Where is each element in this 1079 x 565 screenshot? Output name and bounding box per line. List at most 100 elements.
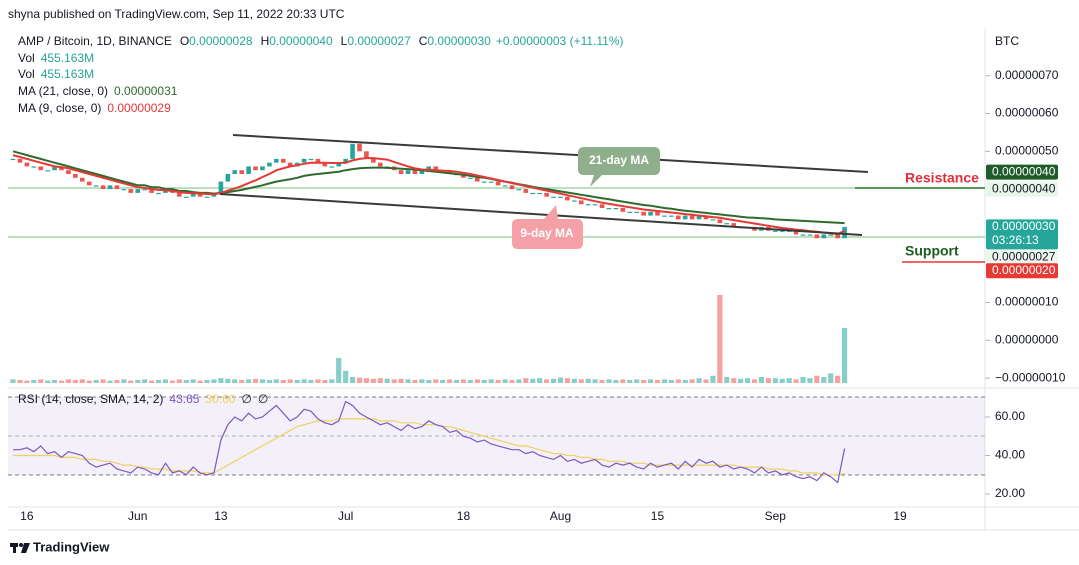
candle <box>731 223 737 227</box>
legend-value: 43.65 <box>169 392 199 406</box>
rsi-tick-label: 40.00 <box>995 448 1025 462</box>
candle <box>475 177 480 182</box>
candle <box>461 173 466 178</box>
candle <box>377 162 383 167</box>
callout-box <box>512 205 583 249</box>
volume-bar <box>696 378 702 383</box>
ma-line <box>12 150 845 225</box>
candle <box>842 226 847 239</box>
logo-part <box>19 543 23 547</box>
x-tick-label: 15 <box>651 509 665 523</box>
volume-bar <box>100 379 106 383</box>
candle <box>502 185 508 187</box>
candle <box>350 143 355 159</box>
volume-bar <box>453 379 460 383</box>
legend-row: AMP / Bitcoin, 1D, BINANCE O0.00000028 H0.… <box>18 34 624 48</box>
volume-bar <box>246 379 252 383</box>
candle <box>655 211 660 216</box>
volume-bar <box>17 379 23 383</box>
candle <box>100 185 106 190</box>
volume-bar <box>72 379 78 383</box>
price-tag <box>986 164 1058 180</box>
candle <box>10 158 16 161</box>
volume-bar <box>183 379 189 383</box>
candle <box>135 189 141 193</box>
volume-bar <box>294 379 300 383</box>
volume-bar <box>45 380 51 383</box>
volume-bar <box>689 379 695 383</box>
candle <box>710 219 716 221</box>
candle <box>364 151 369 159</box>
volume-bar <box>107 380 113 383</box>
volume-bar <box>786 378 792 383</box>
volume-bar <box>287 379 293 383</box>
volume-bar <box>391 379 397 383</box>
candle <box>634 211 639 213</box>
volume-bar <box>93 379 99 383</box>
candle <box>412 170 418 174</box>
volume-bar <box>349 376 356 383</box>
candle <box>793 230 799 235</box>
volume-bar <box>343 370 349 383</box>
currency-label: BTC <box>995 34 1019 48</box>
candle <box>572 200 577 202</box>
volume-bar <box>135 379 141 383</box>
x-tick-label: 16 <box>20 509 34 523</box>
candle <box>308 158 314 161</box>
volume-bar <box>814 375 820 383</box>
legend-key: C <box>419 34 428 48</box>
volume-bar <box>627 379 633 383</box>
candle <box>544 192 549 197</box>
candle <box>675 215 681 220</box>
candle <box>606 208 612 210</box>
rsi-tick-label: 60.00 <box>995 409 1025 423</box>
volume-bar <box>571 378 577 383</box>
candle <box>481 181 487 183</box>
candle <box>31 166 37 168</box>
volume-bar <box>530 378 536 383</box>
candle <box>93 185 99 187</box>
volume-bar <box>239 379 245 383</box>
volume-bar <box>502 379 508 383</box>
legend-value: 0.00000027 <box>347 34 411 48</box>
volume-bar <box>710 375 716 383</box>
candle <box>495 181 501 186</box>
candle <box>343 158 348 163</box>
legend-key: MA (21, close, 0) <box>18 84 108 98</box>
candle <box>551 196 556 198</box>
legend-symbol: AMP / Bitcoin, 1D, BINANCE <box>18 34 172 48</box>
candle <box>724 223 730 225</box>
candle <box>488 181 494 183</box>
candle <box>516 189 522 191</box>
legend-value: 0.00000040 <box>269 34 333 48</box>
candle <box>59 166 64 171</box>
volume-bar <box>474 379 480 383</box>
annotation-support: Support <box>905 243 959 259</box>
legend-value: 455.163M <box>41 67 94 81</box>
volume-bar <box>446 379 453 383</box>
candle <box>371 158 376 163</box>
volume-bar <box>142 379 148 383</box>
callout-text: 9-day MA <box>520 226 574 240</box>
legend-value: 0.00000030 <box>427 34 491 48</box>
volume-bar <box>744 378 751 383</box>
candle <box>24 162 30 167</box>
volume-bar <box>765 378 771 383</box>
rsi-sma-line <box>13 418 845 476</box>
volume-bar <box>322 379 328 383</box>
candle <box>703 215 709 220</box>
volume-bar <box>807 378 813 383</box>
ma-line <box>12 154 846 236</box>
volume-bar <box>280 379 286 383</box>
y-tick-label: −0.00000010 <box>995 370 1066 384</box>
volume-bar <box>606 379 612 383</box>
candle <box>565 196 570 201</box>
candle <box>405 170 411 174</box>
volume-bar <box>419 379 425 383</box>
candle <box>537 192 542 195</box>
volume-bar <box>204 379 210 383</box>
volume-bar <box>751 379 758 383</box>
volume-bar <box>211 379 217 383</box>
volume-bar <box>550 378 557 383</box>
